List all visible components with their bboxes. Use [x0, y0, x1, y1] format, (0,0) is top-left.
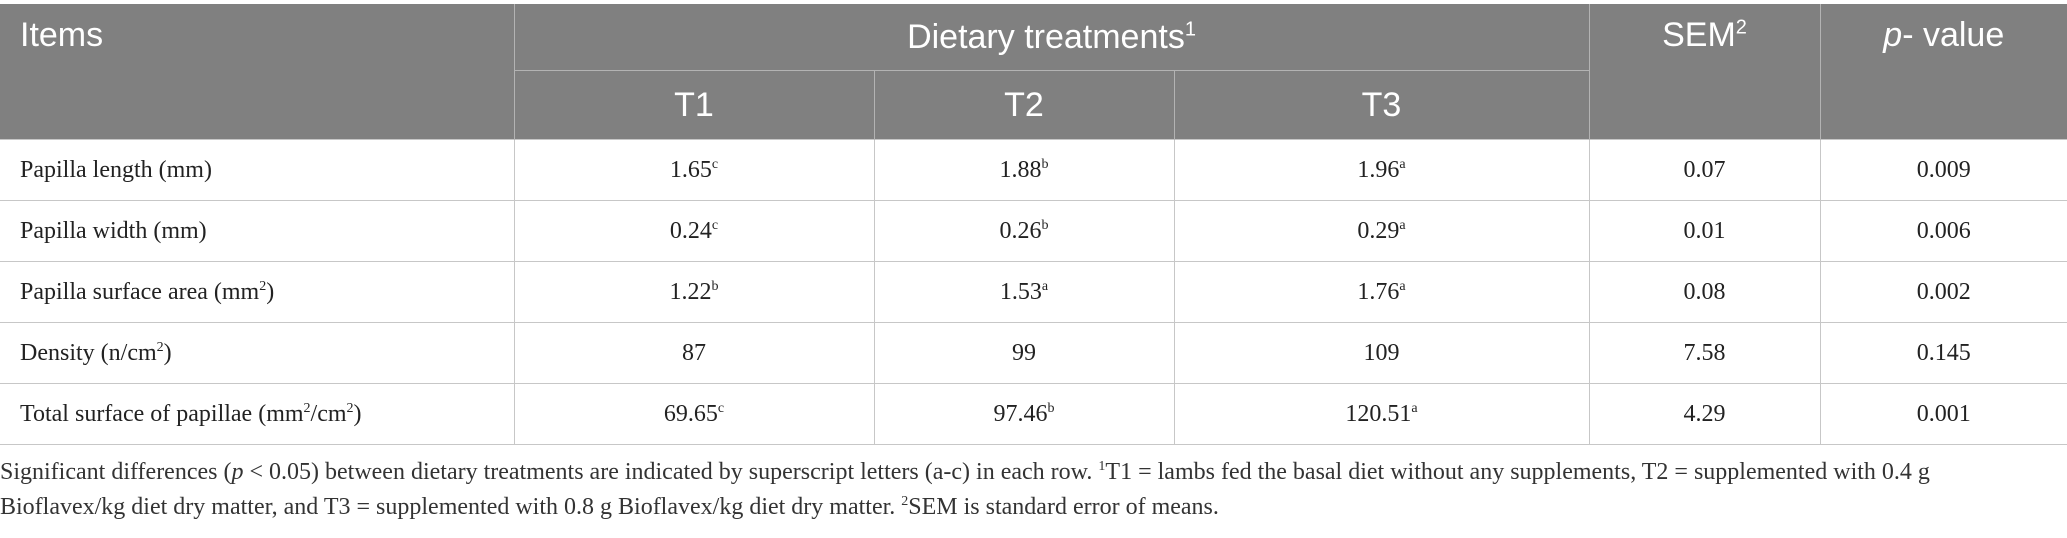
t2-cell: 1.88b	[873, 139, 1174, 201]
t2-cell: 1.53a	[873, 261, 1174, 323]
row-label: Papilla surface area (mm2)	[0, 261, 514, 323]
table-row: Papilla length (mm) 1.65c 1.88b 1.96a 0.…	[0, 139, 2067, 201]
table-footnote: Significant differences (p < 0.05) betwe…	[0, 459, 1930, 520]
dietary-treatments-header: Dietary treatments1	[513, 4, 1590, 71]
sem-cell: 4.29	[1588, 383, 1821, 445]
t1-header: T1	[513, 70, 874, 140]
t2-cell: 97.46b	[873, 383, 1174, 445]
row-label: Papilla length (mm)	[0, 139, 514, 201]
t3-header: T3	[1173, 70, 1590, 140]
p-value-cell: 0.002	[1819, 261, 2067, 323]
t3-cell: 109	[1173, 322, 1590, 384]
table-row: Density (n/cm2) 87 99 109 7.58 0.145	[0, 322, 2067, 384]
row-label: Density (n/cm2)	[0, 322, 514, 384]
t2-cell: 99	[873, 322, 1174, 384]
t1-cell: 0.24c	[513, 200, 874, 262]
sem-cell: 0.01	[1588, 200, 1821, 262]
p-value-cell: 0.009	[1819, 139, 2067, 201]
t2-cell: 0.26b	[873, 200, 1174, 262]
p-value-cell: 0.006	[1819, 200, 2067, 262]
t1-cell: 87	[513, 322, 874, 384]
table-header: Items Dietary treatments1 SEM2 p- value …	[0, 4, 2067, 140]
row-label: Papilla width (mm)	[0, 200, 514, 262]
t2-header: T2	[873, 70, 1174, 140]
items-header: Items	[0, 4, 514, 140]
results-table: Items Dietary treatments1 SEM2 p- value …	[0, 4, 2067, 445]
sem-cell: 0.07	[1588, 139, 1821, 201]
p-value-cell: 0.001	[1819, 383, 2067, 445]
row-label: Total surface of papillae (mm2/cm2)	[0, 383, 514, 445]
sem-cell: 7.58	[1588, 322, 1821, 384]
t3-cell: 1.96a	[1173, 139, 1590, 201]
t1-cell: 1.65c	[513, 139, 874, 201]
p-value-header: p- value	[1819, 4, 2067, 140]
t3-cell: 120.51a	[1173, 383, 1590, 445]
t1-cell: 1.22b	[513, 261, 874, 323]
sem-cell: 0.08	[1588, 261, 1821, 323]
p-value-cell: 0.145	[1819, 322, 2067, 384]
table-row: Papilla surface area (mm2) 1.22b 1.53a 1…	[0, 261, 2067, 323]
table-row: Papilla width (mm) 0.24c 0.26b 0.29a 0.0…	[0, 200, 2067, 262]
t3-cell: 0.29a	[1173, 200, 1590, 262]
t3-cell: 1.76a	[1173, 261, 1590, 323]
table-row: Total surface of papillae (mm2/cm2) 69.6…	[0, 383, 2067, 445]
sem-header: SEM2	[1588, 4, 1821, 140]
table-body: Papilla length (mm) 1.65c 1.88b 1.96a 0.…	[0, 139, 2067, 445]
t1-cell: 69.65c	[513, 383, 874, 445]
